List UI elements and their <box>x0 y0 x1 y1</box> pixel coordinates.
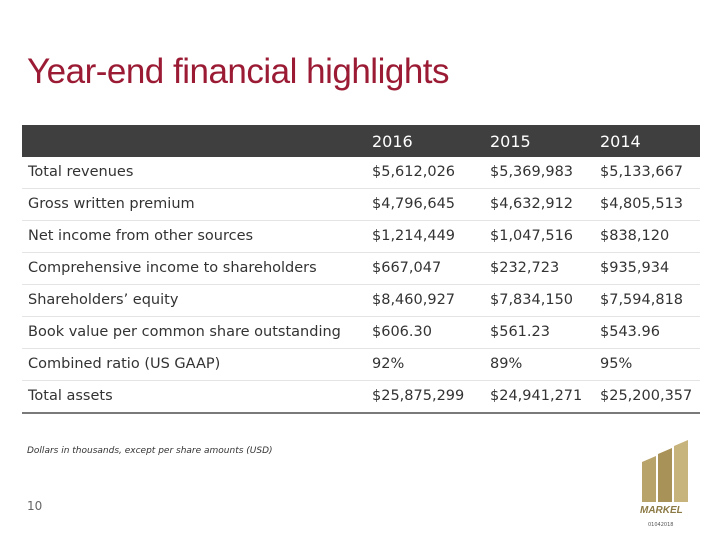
table-row: Comprehensive income to shareholders $667… <box>22 253 700 285</box>
table-row: Shareholders’ equity $8,460,927 $7,834,150… <box>22 285 700 317</box>
row-label: Book value per common share outstanding <box>28 324 341 340</box>
column-header: 2014 <box>600 132 641 151</box>
value-cell: $4,805,513 <box>600 196 684 212</box>
value-cell: $8,460,927 <box>372 292 456 308</box>
column-header: 2016 <box>372 132 413 151</box>
value-cell: $606.30 <box>372 324 432 340</box>
row-label: Combined ratio (US GAAP) <box>28 356 221 372</box>
value-cell: $4,632,912 <box>490 196 574 212</box>
row-label: Total revenues <box>28 164 134 180</box>
footnote: Dollars in thousands, except per share a… <box>27 446 273 456</box>
logo-bar <box>674 440 688 502</box>
value-cell: $5,612,026 <box>372 164 456 180</box>
value-cell: $1,047,516 <box>490 228 574 244</box>
table-row: Total assets $25,875,299 $24,941,271 $25,20… <box>22 381 700 414</box>
header-row: 2016 2015 2014 <box>22 125 700 157</box>
value-cell: $24,941,271 <box>490 388 583 404</box>
column-header: 2015 <box>490 132 531 151</box>
value-cell: $4,796,645 <box>372 196 456 212</box>
value-cell: $7,834,150 <box>490 292 574 308</box>
value-cell: $543.96 <box>600 324 660 340</box>
table-row: Gross written premium $4,796,645 $4,632,91… <box>22 189 700 221</box>
value-cell: $561.23 <box>490 324 550 340</box>
value-cell: $667,047 <box>372 260 442 276</box>
value-cell: 95% <box>600 356 633 372</box>
row-label: Total assets <box>28 388 113 404</box>
logo-bar <box>642 456 656 502</box>
value-cell: $1,214,449 <box>372 228 456 244</box>
value-cell: 92% <box>372 356 405 372</box>
value-cell: $25,200,357 <box>600 388 693 404</box>
value-cell: $7,594,818 <box>600 292 684 308</box>
value-cell: $232,723 <box>490 260 560 276</box>
value-cell: $5,133,667 <box>600 164 684 180</box>
table-row: Combined ratio (US GAAP) 92% 89% 95% <box>22 349 700 381</box>
table-row: Book value per common share outstanding $… <box>22 317 700 349</box>
table-row: Total revenues $5,612,026 $5,369,983 $5,133… <box>22 157 700 189</box>
row-label: Net income from other sources <box>28 228 254 244</box>
document-code: 01042018 <box>648 522 674 528</box>
table-row: Net income from other sources $1,214,449 $… <box>22 221 700 253</box>
table: 2016 2015 2014 Total revenues $5,612,026 $5,3… <box>22 125 700 414</box>
logo-text: MARKEL <box>640 505 683 516</box>
logo: MARKEL <box>640 440 688 516</box>
page-number: 10 <box>27 499 43 513</box>
value-cell: $838,120 <box>600 228 670 244</box>
row-label: Shareholders’ equity <box>28 292 179 308</box>
value-cell: $935,934 <box>600 260 670 276</box>
row-label: Gross written premium <box>28 196 195 212</box>
row-label: Comprehensive income to shareholders <box>28 260 317 276</box>
logo-bar <box>658 448 672 502</box>
value-cell: $25,875,299 <box>372 388 465 404</box>
slide-title: Year-end financial highlights <box>27 52 450 91</box>
value-cell: $5,369,983 <box>490 164 574 180</box>
value-cell: 89% <box>490 356 523 372</box>
